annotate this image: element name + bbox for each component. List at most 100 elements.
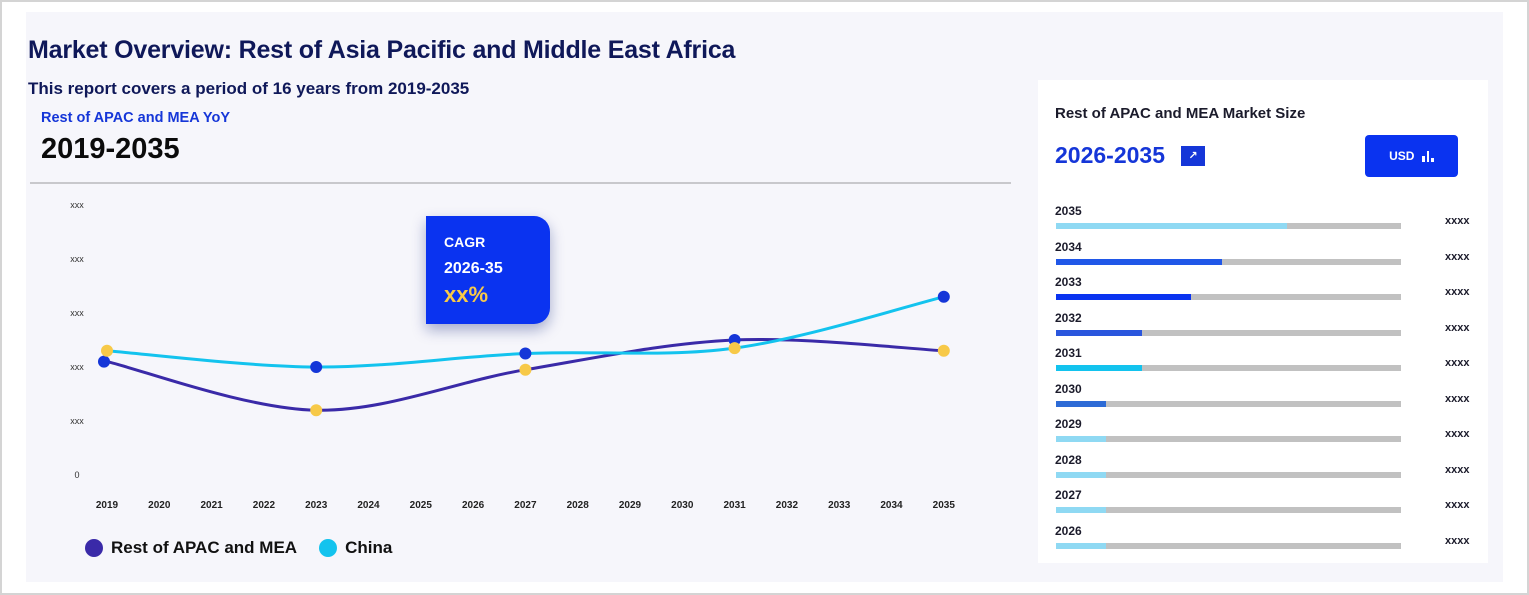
data-point-marker[interactable] (519, 347, 532, 360)
legend-dot-icon (319, 539, 338, 557)
row-year: 2031 (1055, 346, 1082, 360)
data-point-marker[interactable] (98, 355, 110, 368)
row-progress-fill (1056, 258, 1222, 265)
data-point-marker[interactable] (519, 363, 532, 376)
market-size-row: 2029 xxxx (1055, 417, 1475, 453)
row-progress-fill (1056, 436, 1107, 442)
row-year: 2027 (1055, 488, 1082, 502)
x-tick-label: 2033 (828, 500, 851, 511)
cagr-callout: CAGR 2026-35 xx% (426, 216, 550, 324)
row-progress-track (1056, 329, 1401, 336)
chart-legend: Rest of APAC and MEA China (85, 538, 414, 558)
row-progress-track (1056, 542, 1401, 549)
row-progress-fill (1056, 507, 1107, 513)
data-point-marker[interactable] (310, 404, 323, 417)
external-link-icon[interactable]: ↗ (1181, 146, 1205, 166)
x-tick-label: 2025 (410, 500, 433, 511)
row-year: 2026 (1055, 523, 1082, 538)
data-point-marker[interactable] (101, 344, 113, 357)
bar-chart-icon (1422, 150, 1434, 162)
row-value: xxxx (1445, 499, 1470, 511)
row-progress-fill (1056, 223, 1288, 229)
row-year: 2028 (1055, 452, 1082, 467)
y-axis-ticks: 0 xxx xxx xxx xxx xxx (70, 200, 84, 480)
series-markers (98, 290, 950, 417)
data-point-marker[interactable] (728, 342, 741, 355)
row-progress-track (1056, 258, 1401, 265)
legend-dot-icon (85, 539, 103, 557)
legend-item-rest-of-apac-mea[interactable]: Rest of APAC and MEA (85, 538, 297, 558)
yoy-range: 2019-2035 (41, 133, 180, 165)
legend-item-china[interactable]: China (319, 538, 392, 558)
cagr-period: 2026-35 (444, 260, 503, 277)
row-year: 2035 (1055, 204, 1082, 218)
data-point-marker[interactable] (310, 361, 323, 373)
yoy-label: Rest of APAC and MEA YoY (41, 110, 231, 126)
row-value: xxxx (1445, 321, 1470, 334)
data-point-marker[interactable] (937, 290, 950, 303)
market-size-row: 2033 xxxx (1055, 275, 1475, 311)
y-tick-label: xxx (70, 416, 84, 426)
x-tick-label: 2034 (880, 500, 903, 511)
row-value: xxxx (1445, 215, 1470, 227)
market-size-row: 2027 xxxx (1055, 488, 1475, 524)
row-progress-track (1056, 400, 1401, 407)
row-progress-track (1056, 436, 1401, 442)
legend-label: China (345, 538, 393, 557)
row-progress-track (1056, 507, 1401, 513)
y-tick-label: xxx (70, 200, 84, 210)
page-title: Market Overview: Rest of Asia Pacific an… (28, 36, 736, 64)
row-value: xxxx (1445, 534, 1470, 547)
row-progress-fill (1056, 294, 1191, 300)
market-size-row: 2030 xxxx (1055, 382, 1475, 418)
x-tick-label: 2029 (619, 500, 642, 511)
x-tick-label: 2021 (200, 500, 223, 511)
x-tick-label: 2023 (305, 500, 328, 511)
x-tick-label: 2028 (567, 500, 590, 511)
x-tick-label: 2020 (148, 500, 171, 511)
header-divider (30, 182, 1011, 184)
row-value: xxxx (1445, 392, 1470, 405)
x-tick-label: 2030 (671, 500, 694, 511)
row-progress-fill (1056, 365, 1143, 371)
row-year: 2030 (1055, 381, 1082, 396)
data-point-marker[interactable] (937, 344, 950, 357)
row-year: 2034 (1055, 239, 1082, 254)
y-tick-label: xxx (70, 254, 84, 264)
row-progress-fill (1056, 471, 1107, 478)
currency-label: USD (1389, 149, 1415, 163)
market-size-row: 2028 xxxx (1055, 453, 1475, 489)
currency-usd-button[interactable]: USD (1365, 135, 1458, 177)
row-progress-track (1056, 294, 1401, 300)
x-tick-label: 2026 (462, 500, 485, 511)
market-size-rows: 2035 xxxx 2034 xxxx 2033 xxxx 2032 xxxx 2031 xxxx… (1055, 204, 1475, 559)
x-tick-label: 2019 (96, 500, 119, 511)
row-progress-track (1056, 471, 1401, 478)
row-year: 2032 (1055, 310, 1082, 325)
yoy-line-chart: 0 xxx xxx xxx xxx xxx 2019 2020 2021 2022 2023 202… (70, 200, 955, 511)
market-size-row: 2031 xxxx (1055, 346, 1475, 382)
row-year: 2033 (1055, 275, 1082, 289)
row-progress-fill (1056, 542, 1107, 549)
x-tick-label: 2027 (514, 500, 537, 511)
row-progress-fill (1056, 329, 1143, 336)
market-size-row: 2035 xxxx (1055, 204, 1475, 240)
y-tick-label: xxx (70, 308, 84, 318)
market-size-row: 2032 xxxx (1055, 311, 1475, 347)
x-tick-label: 2024 (357, 500, 380, 511)
row-year: 2029 (1055, 417, 1082, 431)
market-size-panel: Rest of APAC and MEA Market Size 2026-20… (1038, 80, 1488, 563)
row-value: xxxx (1445, 286, 1470, 298)
cagr-label: CAGR (444, 234, 486, 250)
legend-label: Rest of APAC and MEA (111, 538, 298, 557)
x-tick-label: 2031 (723, 500, 746, 511)
row-value: xxxx (1445, 250, 1470, 263)
market-size-row: 2026 xxxx (1055, 524, 1475, 560)
cagr-value: xx% (444, 282, 489, 307)
x-tick-label: 2032 (776, 500, 799, 511)
row-value: xxxx (1445, 428, 1470, 440)
row-progress-track (1056, 365, 1401, 371)
row-progress-fill (1056, 400, 1107, 407)
y-tick-label: xxx (70, 362, 84, 372)
market-size-range: 2026-2035 (1055, 142, 1165, 168)
